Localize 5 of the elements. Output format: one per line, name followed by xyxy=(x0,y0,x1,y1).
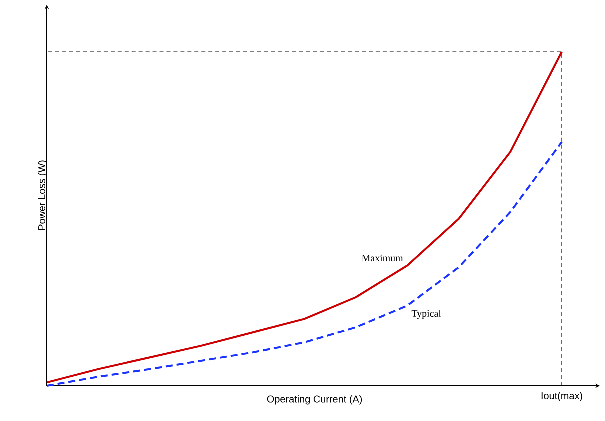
series-label: Typical xyxy=(412,310,442,320)
series-label: Maximum xyxy=(362,254,404,262)
y-axis-title: Power Loss (W) xyxy=(38,160,48,230)
x-axis-title: Operating Current (A) xyxy=(267,396,362,405)
text: Iout(max) xyxy=(542,392,582,402)
